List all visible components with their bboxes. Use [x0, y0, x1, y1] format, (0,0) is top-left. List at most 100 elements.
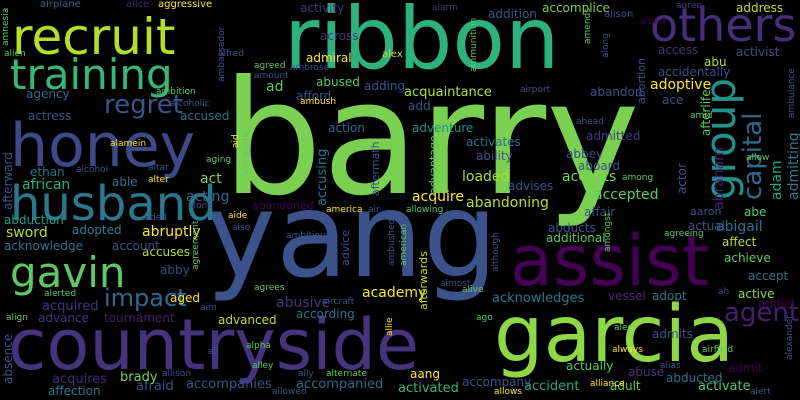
word-addition: addition — [488, 7, 537, 21]
word-admit: admit — [728, 361, 763, 375]
word-ambitious: ambitious — [286, 231, 331, 241]
word-abbey: abbey — [566, 147, 604, 161]
word-abducts: abducts — [548, 221, 596, 235]
word-admitting: admitting — [786, 132, 800, 200]
word-ambassador: ambassador — [217, 26, 227, 82]
word-afraid: afraid — [136, 379, 174, 394]
word-activity: activity — [300, 1, 345, 15]
word-actual: actual — [688, 219, 725, 233]
word-regret: regret — [104, 90, 183, 120]
word-agreed: agreed — [254, 61, 286, 71]
word-air: air — [368, 205, 380, 215]
word-activist: activist — [736, 45, 780, 59]
word-acknowledge: acknowledge — [4, 239, 83, 253]
word-ambition: ambition — [156, 87, 196, 97]
word-aging: aging — [206, 155, 232, 165]
word-acting: acting — [186, 189, 230, 205]
word-adopt: adopt — [652, 289, 687, 303]
word-alternate: alternate — [326, 369, 367, 379]
word-ace: ace — [662, 93, 684, 107]
word-acquire: acquire — [412, 189, 464, 205]
word-alley: alley — [252, 361, 274, 371]
word-accidentally: accidentally — [658, 65, 731, 79]
word-training: training — [10, 50, 173, 99]
word-alpha: alpha — [246, 341, 271, 351]
word-airport: airport — [520, 85, 551, 95]
word-adding: adding — [364, 79, 406, 93]
word-airfield: airfield — [702, 345, 734, 355]
word-allowed: allowed — [272, 387, 307, 397]
word-among: among — [622, 173, 654, 183]
word-assist: assist — [510, 220, 710, 302]
word-abigail: abigail — [716, 219, 763, 235]
word-aftermath: aftermath — [369, 141, 382, 196]
word-agree: agree — [676, 1, 702, 11]
word-alcoholic: alcoholic — [170, 99, 210, 109]
word-adopted: adopted — [72, 223, 122, 237]
word-acknowledges: acknowledges — [492, 291, 585, 306]
word-afterwards: afterwards — [417, 251, 430, 310]
word-abandon: abandon — [590, 85, 643, 99]
word-abortion: abortion — [635, 57, 648, 104]
word-aim: aim — [200, 303, 217, 313]
word-aaron: aaron — [690, 205, 722, 218]
word-amid: amid — [690, 111, 713, 121]
word-along: along — [601, 33, 611, 58]
word-alien: alien — [4, 49, 26, 59]
word-aided: aided — [142, 213, 167, 223]
word-loaded: loaded — [462, 169, 510, 185]
word-ambushed: ambushed — [387, 218, 397, 266]
word-accepts: accepts — [562, 169, 617, 185]
word-aged: aged — [170, 291, 200, 305]
word-honey: honey — [10, 111, 196, 181]
word-alive: alive — [462, 285, 484, 295]
word-alcohol: alcohol — [76, 165, 109, 175]
word-others: others — [650, 0, 797, 52]
word-accepted: accepted — [594, 187, 659, 203]
word-ambrose: ambrose — [290, 63, 330, 73]
word-america: america — [326, 205, 363, 215]
word-accomplice: accomplice — [542, 1, 610, 15]
word-barry: barry — [222, 47, 640, 231]
word-admitted: admitted — [586, 129, 641, 143]
word-alexander: alexander — [785, 315, 795, 360]
word-adam: adam — [769, 160, 785, 200]
word-countryside: countryside — [8, 304, 420, 386]
word-abusive: abusive — [276, 295, 331, 311]
word-aboard: aboard — [578, 159, 621, 173]
word-husband: husband — [10, 176, 217, 232]
word-ability: ability — [476, 149, 513, 163]
word-alex: alex — [382, 49, 403, 60]
word-yang: yang — [206, 166, 498, 304]
word-alliance: alliance — [590, 379, 625, 389]
word-advises: advises — [508, 179, 554, 193]
word-impact: impact — [104, 284, 187, 312]
word-allie: allie — [385, 317, 395, 336]
word-although: although — [491, 232, 501, 272]
word-ethan: ethan — [30, 165, 65, 179]
word-aide: aide — [228, 211, 248, 221]
word-ali: ali — [208, 347, 219, 357]
word-accept: accept — [748, 269, 789, 283]
word-accuses: accuses — [142, 245, 191, 259]
word-actress: actress — [28, 109, 72, 123]
word-affect: affect — [722, 235, 757, 249]
word-add: add — [408, 99, 431, 113]
word-acquires: acquires — [52, 372, 108, 387]
word-abused: abused — [316, 75, 360, 89]
word-able: able — [112, 175, 138, 189]
word-airplane: airplane — [40, 0, 81, 10]
word-alice: alice — [126, 0, 150, 10]
word-allison: allison — [162, 369, 191, 379]
word-allowing: allowing — [406, 205, 444, 215]
word-always: always — [612, 345, 643, 355]
word-alerted: alerted — [44, 289, 77, 299]
word-abraham: abraham — [711, 147, 727, 210]
word-aang: aang — [410, 367, 440, 381]
word-ribbon: ribbon — [284, 0, 560, 89]
word-ammunition: ammunition — [469, 17, 479, 72]
word-activated: activated — [398, 381, 459, 396]
word-addict: addict — [758, 297, 796, 311]
word-vessel: vessel — [608, 289, 646, 303]
